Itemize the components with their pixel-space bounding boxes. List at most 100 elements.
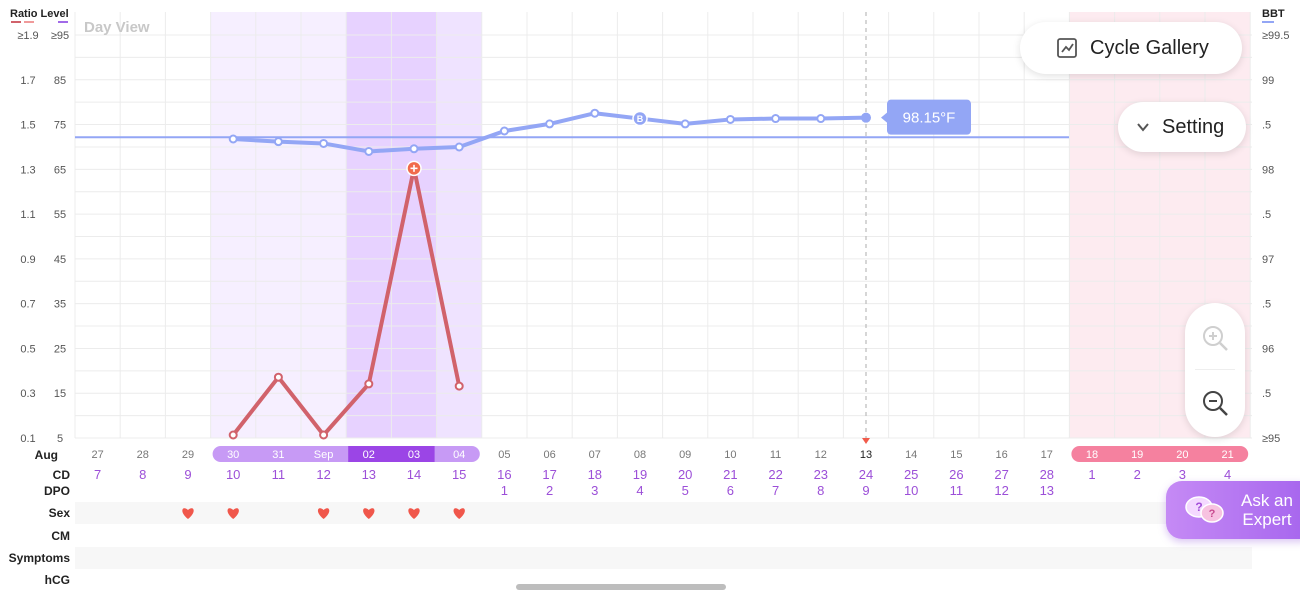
zoom-in-icon[interactable]	[1200, 323, 1230, 353]
bbt-point	[364, 146, 374, 156]
day-band	[1114, 12, 1160, 438]
legend-swatch	[1262, 21, 1274, 23]
bbt-point	[545, 119, 555, 129]
cd-value: 20	[678, 467, 692, 482]
date-label: 17	[1041, 449, 1053, 461]
bbt-tick-label: 97	[1262, 254, 1274, 266]
date-label: 15	[950, 449, 962, 461]
ratio-tick-label: 0.9	[20, 254, 35, 266]
heart-icon	[363, 508, 375, 519]
ask-expert-button[interactable]: ? ? Ask an Expert	[1166, 481, 1300, 539]
bbt-point	[816, 114, 826, 124]
heart-icon	[227, 508, 239, 519]
date-label: 13	[860, 449, 872, 461]
date-label: 10	[724, 449, 736, 461]
level-tick-label: 65	[54, 164, 66, 176]
ratio-tick-label: 1.3	[20, 164, 35, 176]
cycle-gallery-button[interactable]: Cycle Gallery	[1020, 22, 1242, 74]
level-tick-label: 15	[54, 388, 66, 400]
date-label: 31	[272, 449, 284, 461]
month-label: Aug	[35, 448, 58, 462]
zoom-divider	[1195, 369, 1235, 370]
cd-value: 7	[94, 467, 101, 482]
today-marker	[862, 438, 870, 444]
scroll-handle[interactable]	[516, 584, 726, 590]
cd-value: 23	[814, 467, 828, 482]
setting-label: Setting	[1162, 115, 1225, 138]
cd-value: 8	[139, 467, 146, 482]
dpo-value: 6	[727, 483, 734, 498]
cd-value: 16	[497, 467, 511, 482]
day-band	[436, 12, 482, 438]
cd-value: 13	[362, 467, 376, 482]
cd-value: 1	[1088, 467, 1095, 482]
bbt-point	[454, 142, 464, 152]
date-label: 20	[1176, 449, 1188, 461]
dpo-value: 8	[817, 483, 824, 498]
day-band	[210, 12, 256, 438]
bbt-title: BBT	[1262, 8, 1285, 20]
day-band	[255, 12, 301, 438]
lh-line	[231, 166, 462, 437]
level-tick-label: 55	[54, 209, 66, 221]
bbt-point	[680, 119, 690, 129]
heart-icon	[453, 508, 465, 519]
bbt-tick-label: .5	[1262, 209, 1271, 221]
lh-point	[319, 430, 329, 440]
chat-bubbles-icon: ? ?	[1185, 496, 1224, 523]
cd-value: 4	[1224, 467, 1231, 482]
cd-value: 14	[407, 467, 421, 482]
dpo-value: 3	[591, 483, 598, 498]
date-label: 30	[227, 449, 239, 461]
cd-value: 11	[272, 467, 286, 482]
ratio-tick-label: 1.1	[20, 209, 35, 221]
date-label: 06	[543, 449, 555, 461]
dpo-value: 13	[1040, 483, 1054, 498]
dpo-value: 9	[862, 483, 869, 498]
cd-value: 9	[184, 467, 191, 482]
level-tick-label: 45	[54, 254, 66, 266]
date-label: 07	[589, 449, 601, 461]
setting-button[interactable]: Setting	[1118, 102, 1246, 152]
date-label: 16	[995, 449, 1007, 461]
chevron-down-icon	[1137, 123, 1149, 132]
bbt-tick-label: .5	[1262, 120, 1271, 132]
bbt-tooltip	[887, 99, 971, 135]
cd-value: 21	[723, 467, 737, 482]
cd-value: 26	[949, 467, 963, 482]
cycle-gallery-label: Cycle Gallery	[1090, 36, 1209, 59]
dpo-row-label: DPO	[44, 484, 70, 498]
sex-row-label: Sex	[49, 506, 71, 520]
legend-swatch	[24, 21, 34, 23]
date-label: 09	[679, 449, 691, 461]
cd-row-label: CD	[53, 468, 71, 482]
bbt-point	[273, 137, 283, 147]
row-band	[75, 547, 1252, 569]
date-label: 02	[363, 449, 375, 461]
cd-value: 19	[633, 467, 647, 482]
cd-value: 15	[452, 467, 466, 482]
bbt-tooltip-arrow	[881, 112, 887, 123]
level-tick-label: 75	[54, 120, 66, 132]
row-band	[75, 502, 1252, 524]
date-label: 29	[182, 449, 194, 461]
lh-point	[454, 381, 464, 391]
level-tick-label: 5	[57, 433, 63, 445]
svg-text:?: ?	[1209, 508, 1216, 520]
bbt-tick-label: ≥99.5	[1262, 30, 1289, 42]
bbt-point	[590, 108, 600, 118]
dpo-value: 10	[904, 483, 918, 498]
cd-value: 28	[1040, 467, 1054, 482]
zoom-out-icon[interactable]	[1200, 388, 1230, 418]
bbt-tooltip-text: 98.15°F	[903, 110, 956, 127]
day-view-label: Day View	[84, 19, 150, 36]
bbt-point	[409, 144, 419, 154]
cd-value: 17	[542, 467, 556, 482]
bbt-point	[725, 114, 735, 124]
bbt-point	[861, 112, 871, 123]
ratio-tick-label: 0.7	[20, 299, 35, 311]
fertile-pill	[212, 446, 480, 462]
dpo-value: 5	[682, 483, 689, 498]
ratio-tick-label: 1.5	[20, 120, 35, 132]
